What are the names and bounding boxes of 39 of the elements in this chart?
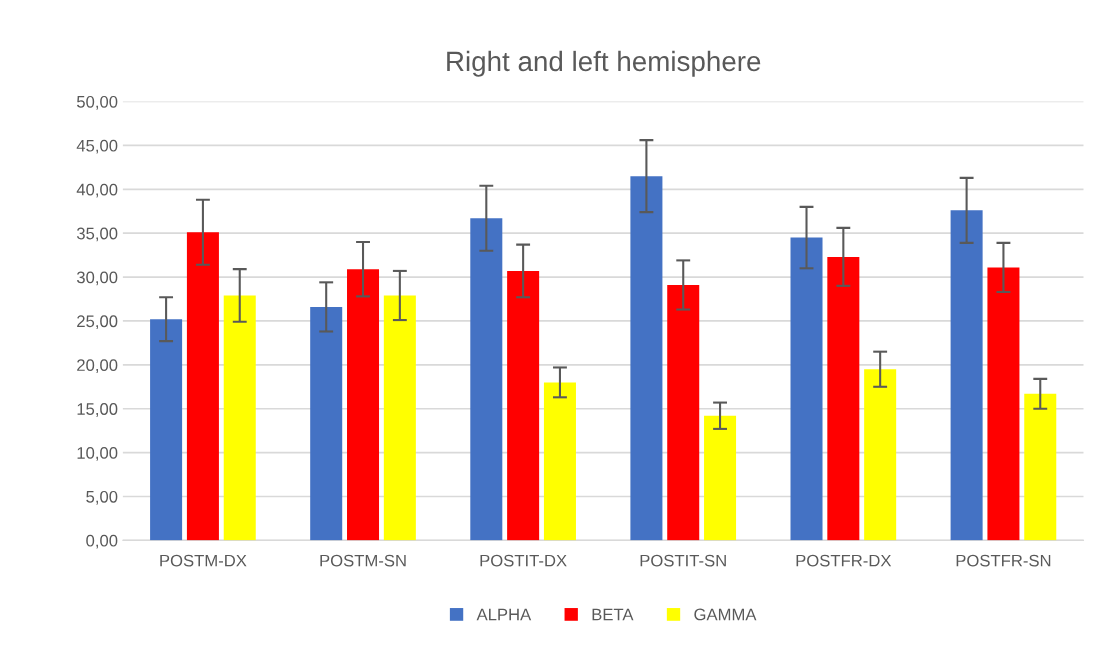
bar: [790, 237, 823, 541]
x-tick-label: POSTM-SN: [320, 554, 406, 567]
bar: [630, 176, 663, 541]
bar: [543, 382, 576, 541]
y-tick-label: 15,00: [77, 403, 118, 417]
x-tick-label: POSTM-DX: [160, 554, 247, 567]
y-tick-label: 30,00: [76, 271, 118, 286]
bar: [704, 415, 737, 541]
bar: [347, 269, 380, 541]
y-tick-label: 50,00: [76, 95, 118, 110]
bar: [667, 284, 700, 541]
bar: [950, 210, 983, 541]
bar: [310, 306, 343, 541]
y-tick-label: 0,00: [86, 534, 118, 549]
bar: [507, 270, 540, 541]
y-tick-label: 10,00: [77, 447, 118, 461]
bar: [223, 295, 256, 541]
chart-title: Right and left hemisphere: [447, 50, 761, 77]
y-tick-label: 45,00: [76, 139, 118, 154]
y-tick-label: 20,00: [77, 359, 118, 374]
bar: [827, 256, 860, 541]
y-tick-label: 25,00: [77, 315, 118, 330]
x-tick-label: POSTFR-DX: [796, 554, 892, 567]
bar: [186, 232, 219, 541]
x-tick-label: POSTFR-SN: [956, 554, 1051, 567]
legend-label: GAMMA: [694, 608, 757, 621]
bar: [383, 295, 416, 541]
x-tick-label: POSTIT-DX: [480, 554, 567, 567]
y-tick-label: 35,00: [76, 227, 118, 242]
legend-label: BETA: [592, 608, 634, 621]
y-tick-label: 5,00: [86, 490, 118, 505]
bar: [470, 218, 503, 541]
x-tick-label: POSTIT-SN: [640, 554, 726, 567]
bar: [864, 369, 897, 541]
y-tick-label: 40,00: [76, 183, 118, 198]
bar: [150, 319, 183, 541]
legend-label: ALPHA: [476, 608, 532, 621]
bar: [1024, 393, 1057, 541]
bar: [987, 267, 1020, 541]
